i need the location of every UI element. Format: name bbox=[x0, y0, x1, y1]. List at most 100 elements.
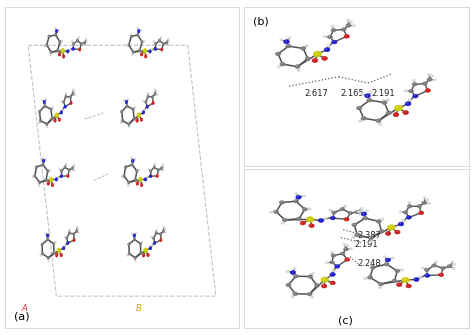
Circle shape bbox=[376, 119, 381, 123]
Circle shape bbox=[55, 29, 58, 33]
Circle shape bbox=[331, 269, 335, 272]
Circle shape bbox=[403, 211, 408, 214]
Circle shape bbox=[321, 284, 327, 288]
Circle shape bbox=[128, 181, 130, 184]
Circle shape bbox=[370, 240, 374, 243]
Circle shape bbox=[49, 54, 51, 56]
Circle shape bbox=[408, 201, 411, 203]
Circle shape bbox=[386, 260, 389, 262]
Circle shape bbox=[52, 184, 53, 185]
Circle shape bbox=[73, 239, 74, 240]
Circle shape bbox=[65, 96, 66, 97]
Circle shape bbox=[353, 224, 355, 225]
Circle shape bbox=[77, 228, 79, 230]
Circle shape bbox=[136, 232, 137, 234]
Circle shape bbox=[34, 175, 35, 176]
Circle shape bbox=[128, 123, 129, 124]
Circle shape bbox=[378, 286, 382, 289]
Circle shape bbox=[287, 284, 289, 285]
Circle shape bbox=[122, 120, 123, 121]
Circle shape bbox=[145, 179, 146, 180]
Circle shape bbox=[147, 254, 148, 255]
Circle shape bbox=[290, 271, 296, 274]
Circle shape bbox=[158, 39, 161, 42]
Circle shape bbox=[345, 248, 346, 249]
Circle shape bbox=[138, 114, 139, 115]
Circle shape bbox=[352, 25, 356, 27]
Circle shape bbox=[363, 213, 364, 214]
Circle shape bbox=[46, 238, 49, 241]
Circle shape bbox=[346, 245, 349, 247]
Circle shape bbox=[346, 19, 350, 21]
Circle shape bbox=[44, 105, 45, 106]
Circle shape bbox=[294, 193, 298, 195]
Circle shape bbox=[163, 166, 164, 168]
Circle shape bbox=[53, 242, 55, 245]
Circle shape bbox=[305, 57, 310, 61]
Circle shape bbox=[353, 25, 354, 26]
Circle shape bbox=[435, 261, 436, 262]
Circle shape bbox=[308, 218, 310, 219]
Circle shape bbox=[356, 211, 357, 212]
Circle shape bbox=[132, 160, 133, 161]
Circle shape bbox=[126, 105, 127, 106]
Circle shape bbox=[426, 199, 428, 201]
Circle shape bbox=[386, 98, 390, 101]
Circle shape bbox=[344, 217, 349, 221]
Circle shape bbox=[385, 258, 391, 262]
Circle shape bbox=[152, 102, 155, 105]
Circle shape bbox=[55, 33, 57, 37]
Circle shape bbox=[311, 296, 312, 297]
Circle shape bbox=[419, 211, 424, 215]
Circle shape bbox=[283, 40, 289, 44]
Circle shape bbox=[313, 59, 315, 61]
Circle shape bbox=[58, 249, 59, 251]
Circle shape bbox=[352, 236, 356, 238]
Circle shape bbox=[51, 117, 53, 120]
Circle shape bbox=[325, 262, 328, 264]
Circle shape bbox=[296, 195, 301, 199]
Circle shape bbox=[400, 211, 401, 212]
Circle shape bbox=[45, 232, 46, 234]
Circle shape bbox=[153, 166, 155, 169]
Circle shape bbox=[49, 232, 50, 234]
Circle shape bbox=[392, 257, 393, 258]
Circle shape bbox=[43, 160, 44, 161]
Circle shape bbox=[396, 270, 397, 271]
Circle shape bbox=[301, 222, 303, 223]
Circle shape bbox=[442, 267, 443, 268]
Circle shape bbox=[163, 170, 164, 172]
Circle shape bbox=[306, 58, 308, 59]
Circle shape bbox=[331, 217, 333, 218]
Circle shape bbox=[405, 90, 406, 91]
Circle shape bbox=[154, 92, 156, 95]
Circle shape bbox=[324, 48, 330, 52]
Circle shape bbox=[141, 40, 143, 44]
Circle shape bbox=[367, 98, 372, 102]
Circle shape bbox=[155, 163, 156, 165]
Circle shape bbox=[341, 28, 346, 31]
Circle shape bbox=[132, 108, 134, 111]
Circle shape bbox=[324, 36, 325, 37]
Circle shape bbox=[73, 90, 75, 92]
Circle shape bbox=[349, 21, 353, 23]
Circle shape bbox=[153, 237, 155, 240]
Circle shape bbox=[140, 53, 143, 56]
Circle shape bbox=[55, 31, 57, 33]
Circle shape bbox=[73, 233, 74, 234]
Circle shape bbox=[86, 38, 87, 40]
Circle shape bbox=[72, 47, 74, 51]
Circle shape bbox=[126, 45, 127, 46]
Circle shape bbox=[47, 170, 48, 171]
Circle shape bbox=[68, 169, 70, 172]
Circle shape bbox=[287, 271, 288, 272]
Circle shape bbox=[155, 43, 156, 44]
Circle shape bbox=[131, 164, 132, 165]
Circle shape bbox=[359, 214, 362, 216]
Circle shape bbox=[142, 241, 143, 243]
Circle shape bbox=[393, 113, 399, 117]
Circle shape bbox=[452, 267, 455, 269]
Circle shape bbox=[140, 118, 143, 121]
Circle shape bbox=[58, 118, 61, 121]
Circle shape bbox=[128, 44, 130, 47]
